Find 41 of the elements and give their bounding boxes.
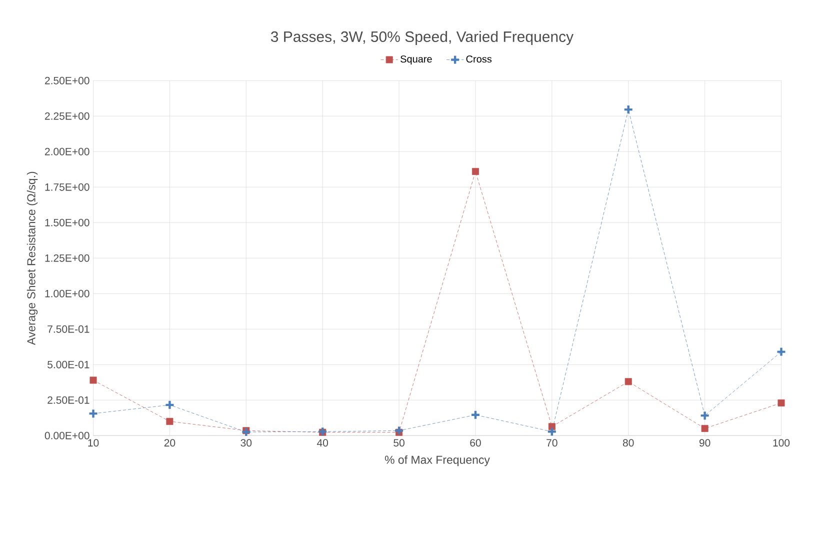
y-tick-label: 1.25E+00 (45, 254, 90, 262)
x-tick-label: 20 (164, 439, 176, 447)
legend-label: Square (400, 55, 432, 65)
point (394, 426, 404, 436)
point (623, 104, 634, 115)
x-tick-label: 90 (699, 439, 710, 447)
y-tick-label: 5.00E-01 (48, 360, 90, 368)
point (546, 426, 558, 437)
y-tick-label: 1.50E+00 (45, 218, 90, 226)
x-tick-label: 80 (622, 439, 634, 447)
y-tick-label: 7.50E-01 (48, 325, 90, 333)
x-tick-label: 70 (546, 439, 558, 447)
point (241, 426, 252, 438)
point (776, 346, 786, 357)
point (470, 410, 481, 420)
y-axis-title: Average Sheet Resistance (Ω/sq.) (26, 172, 38, 346)
point (164, 400, 175, 410)
point (624, 378, 632, 386)
x-tick-label: 10 (88, 439, 99, 447)
x-tick-label: 50 (394, 439, 404, 447)
y-tick-label: 2.50E+00 (45, 76, 90, 84)
point (700, 410, 710, 421)
point (90, 376, 97, 384)
y-tick-label: 0.00E+00 (44, 432, 90, 440)
y-tick-label: 2.50E-01 (48, 396, 90, 404)
point (778, 399, 785, 406)
legend-label: Cross (466, 55, 492, 63)
y-tick-label: 2.00E+00 (45, 148, 90, 156)
x-tick-label: 40 (316, 439, 328, 447)
y-tick-label: 2.25E+00 (45, 112, 90, 120)
x-tick-label: 60 (470, 439, 481, 447)
x-tick-label: 100 (773, 439, 790, 447)
point (472, 168, 479, 175)
x-axis-title: % of Max Frequency (384, 455, 490, 466)
point (701, 424, 708, 432)
x-tick-label: 30 (240, 439, 252, 447)
y-tick-label: 1.00E+00 (45, 290, 90, 298)
point (166, 418, 174, 425)
point (88, 408, 98, 419)
chart-title: 3 Passes, 3W, 50% Speed, Varied Frequency (270, 31, 574, 45)
y-tick-label: 1.75E+00 (45, 183, 90, 191)
